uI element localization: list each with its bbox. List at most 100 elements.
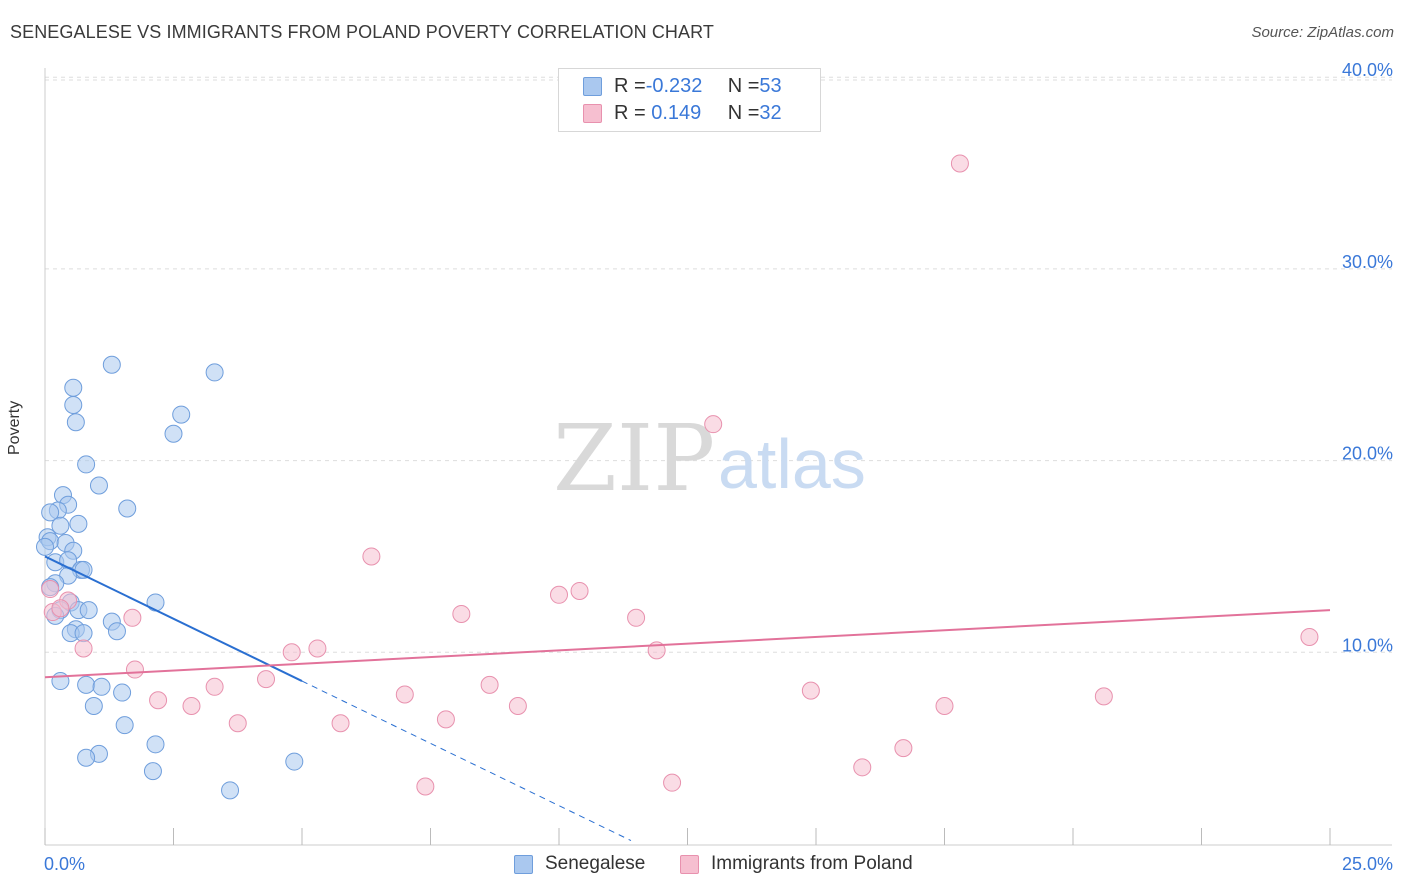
gridlines bbox=[45, 76, 1392, 653]
data-point-poland bbox=[1094, 687, 1113, 706]
trend-lines bbox=[44, 555, 1331, 841]
data-point-poland bbox=[123, 608, 142, 627]
data-point-senegalese bbox=[64, 396, 83, 415]
series-senegalese bbox=[36, 355, 304, 800]
data-point-poland bbox=[228, 714, 247, 733]
x-tick-label: 25.0% bbox=[1342, 854, 1393, 874]
data-point-senegalese bbox=[146, 735, 165, 754]
stats-row-senegalese: R = -0.232 N = 53 bbox=[583, 73, 782, 99]
n-value: 53 bbox=[759, 74, 782, 97]
data-point-senegalese bbox=[77, 748, 96, 767]
watermark-atlas: atlas bbox=[718, 425, 866, 503]
data-point-poland bbox=[416, 777, 435, 796]
stats-row-poland: R = 0.149 N = 32 bbox=[583, 100, 782, 126]
data-point-senegalese bbox=[92, 677, 111, 696]
data-point-poland bbox=[935, 696, 954, 715]
trend-line-poland bbox=[44, 609, 1331, 679]
data-point-senegalese bbox=[107, 622, 126, 641]
legend-label: Senegalese bbox=[545, 853, 646, 874]
data-point-senegalese bbox=[221, 781, 240, 800]
data-point-poland bbox=[508, 696, 527, 715]
data-point-poland bbox=[950, 154, 969, 173]
data-point-senegalese bbox=[74, 624, 93, 643]
poland-swatch bbox=[680, 854, 699, 874]
data-point-senegalese bbox=[69, 514, 88, 533]
data-point-senegalese bbox=[84, 696, 103, 715]
data-point-poland bbox=[570, 581, 589, 600]
data-point-senegalese bbox=[285, 752, 304, 771]
senegalese-swatch bbox=[583, 76, 602, 96]
data-point-senegalese bbox=[64, 378, 83, 397]
data-point-poland bbox=[41, 580, 60, 599]
data-point-poland bbox=[205, 677, 224, 696]
y-tick-label: 20.0% bbox=[1342, 444, 1393, 464]
data-point-poland bbox=[663, 773, 682, 792]
r-value: -0.232 bbox=[645, 74, 703, 97]
data-point-senegalese bbox=[66, 413, 85, 432]
data-point-poland bbox=[550, 585, 568, 604]
data-point-poland bbox=[894, 739, 913, 758]
chart-title: SENEGALESE VS IMMIGRANTS FROM POLAND POV… bbox=[10, 22, 714, 42]
data-point-senegalese bbox=[77, 455, 96, 474]
data-point-senegalese bbox=[41, 503, 60, 522]
data-point-senegalese bbox=[89, 476, 108, 495]
axes bbox=[44, 68, 1392, 846]
data-point-poland bbox=[627, 608, 646, 627]
y-tick-label: 40.0% bbox=[1342, 60, 1393, 80]
data-point-senegalese bbox=[205, 363, 224, 382]
legend-item-senegalese[interactable]: Senegalese bbox=[514, 850, 645, 878]
data-point-poland bbox=[257, 670, 276, 689]
data-point-poland bbox=[331, 714, 350, 733]
legend-label: Immigrants from Poland bbox=[711, 853, 913, 874]
data-point-poland bbox=[308, 639, 327, 658]
trend-line-senegalese-extension bbox=[301, 680, 632, 841]
data-point-senegalese bbox=[36, 537, 54, 556]
r-label: R = bbox=[614, 101, 646, 124]
data-point-poland bbox=[801, 681, 820, 700]
data-point-senegalese bbox=[146, 593, 165, 612]
data-point-poland bbox=[74, 639, 93, 658]
r-label: R = bbox=[614, 74, 646, 97]
data-point-senegalese bbox=[113, 683, 132, 702]
data-point-poland bbox=[436, 710, 455, 729]
n-value: 32 bbox=[759, 101, 782, 124]
n-label: N = bbox=[727, 101, 760, 124]
data-point-senegalese bbox=[77, 675, 96, 694]
series-poland bbox=[41, 154, 1319, 796]
data-point-senegalese bbox=[164, 424, 183, 443]
data-point-poland bbox=[452, 604, 471, 623]
stats-legend: R = -0.232 N = 53 R = 0.149 N = 32 bbox=[558, 68, 821, 132]
data-point-poland bbox=[704, 415, 723, 434]
data-point-senegalese bbox=[102, 355, 121, 374]
data-point-senegalese bbox=[143, 762, 162, 781]
data-point-poland bbox=[51, 599, 70, 618]
data-point-senegalese bbox=[118, 499, 137, 518]
watermark: ZIP atlas bbox=[553, 405, 866, 512]
trend-line-senegalese bbox=[44, 555, 303, 682]
legend-item-poland[interactable]: Immigrants from Poland bbox=[680, 850, 913, 878]
data-point-poland bbox=[182, 696, 201, 715]
poland-swatch bbox=[583, 103, 602, 123]
data-point-senegalese bbox=[51, 516, 70, 535]
senegalese-swatch bbox=[514, 854, 533, 874]
data-point-poland bbox=[282, 643, 301, 662]
data-point-poland bbox=[853, 758, 872, 777]
data-point-senegalese bbox=[115, 716, 134, 735]
r-value: 0.149 bbox=[645, 101, 702, 124]
n-label: N = bbox=[727, 74, 760, 97]
data-point-poland bbox=[480, 675, 499, 694]
data-point-senegalese bbox=[172, 405, 191, 424]
data-point-poland bbox=[149, 691, 168, 710]
data-point-poland bbox=[362, 547, 381, 566]
y-tick-label: 30.0% bbox=[1342, 252, 1393, 272]
x-tick-label: 0.0% bbox=[44, 854, 85, 874]
data-point-poland bbox=[125, 660, 144, 679]
data-point-senegalese bbox=[79, 601, 98, 620]
y-tick-label: 10.0% bbox=[1342, 635, 1393, 655]
source-label: Source: ZipAtlas.com bbox=[1251, 24, 1394, 41]
data-point-poland bbox=[395, 685, 414, 704]
tick-labels: 10.0% 20.0% 30.0% 40.0% 0.0% 25.0% bbox=[44, 60, 1393, 874]
data-point-poland bbox=[1300, 627, 1319, 646]
watermark-zip: ZIP bbox=[553, 405, 715, 512]
